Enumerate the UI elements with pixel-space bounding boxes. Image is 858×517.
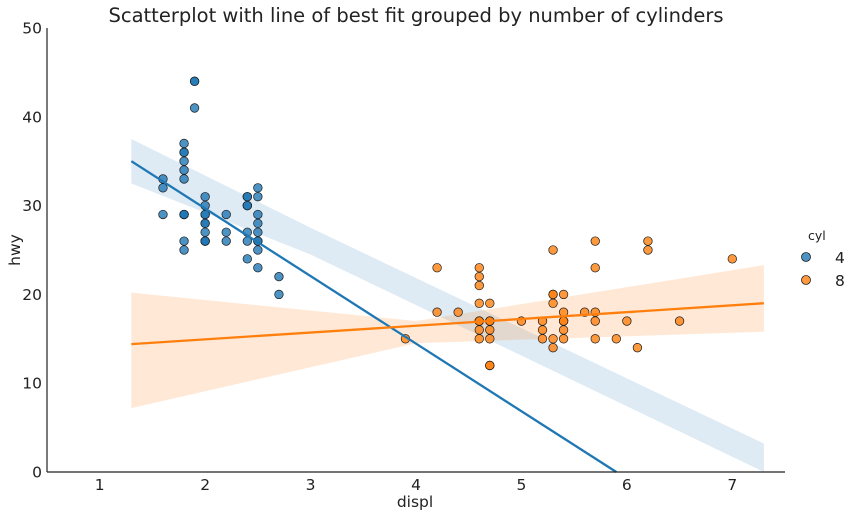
data-point-cyl-4	[242, 200, 252, 211]
data-point-cyl-4	[200, 192, 210, 202]
data-point-cyl-4	[179, 174, 189, 184]
y-tick-label: 20	[22, 286, 42, 304]
data-point-cyl-8	[537, 334, 548, 344]
data-point-cyl-4	[242, 254, 252, 264]
chart-title: Scatterplot with line of best fit groupe…	[108, 4, 723, 27]
data-point-cyl-8	[727, 254, 737, 264]
data-point-cyl-4	[253, 192, 263, 202]
data-point-cyl-8	[474, 263, 484, 273]
data-point-cyl-4	[221, 236, 231, 246]
confidence-band-cyl-4	[131, 139, 764, 472]
y-axis-label: hwy	[6, 234, 24, 266]
data-point-cyl-8	[485, 334, 495, 344]
data-point-cyl-8	[548, 343, 558, 353]
y-tick-label: 10	[22, 375, 42, 393]
legend-title: cyl	[808, 228, 826, 243]
data-point-cyl-8	[474, 271, 484, 282]
fit-line-cyl-4	[130, 160, 617, 473]
data-point-cyl-8	[590, 334, 600, 344]
data-point-cyl-4	[158, 183, 168, 193]
y-tick-label: 40	[22, 108, 42, 126]
x-tick-label: 1	[95, 476, 105, 494]
data-point-cyl-8	[558, 325, 569, 335]
data-point-cyl-8	[548, 289, 558, 300]
data-point-cyl-4	[221, 209, 231, 220]
y-tick-labels: 0 10 20 30 40 50	[22, 20, 42, 482]
fit-line-cyl-8	[131, 302, 764, 346]
data-point-cyl-4	[274, 271, 284, 282]
data-point-cyl-4	[200, 227, 210, 237]
y-tick-label: 50	[22, 20, 42, 38]
data-point-cyl-8	[474, 325, 484, 335]
data-point-cyl-8	[432, 263, 442, 273]
x-tick-label: 5	[516, 476, 526, 494]
data-point-cyl-8	[643, 236, 653, 246]
data-point-cyl-8	[474, 280, 484, 291]
data-point-cyl-4	[200, 218, 210, 229]
data-point-cyl-8	[622, 316, 632, 326]
data-point-cyl-4	[189, 76, 200, 86]
data-point-cyl-8	[474, 334, 484, 344]
data-point-cyl-8	[485, 360, 495, 371]
data-point-cyl-8	[474, 298, 484, 308]
data-point-cyl-4	[179, 165, 189, 175]
legend-marker-cyl-4	[801, 252, 811, 262]
data-point-cyl-8	[632, 343, 643, 353]
data-point-cyl-4	[179, 236, 189, 246]
data-point-cyl-4	[253, 245, 263, 255]
data-point-cyl-4	[189, 103, 200, 113]
data-point-cyl-8	[558, 316, 569, 326]
data-point-cyl-4	[253, 218, 263, 229]
legend-label-cyl-8: 8	[835, 272, 845, 290]
data-point-cyl-4	[253, 263, 263, 273]
data-point-cyl-4	[242, 192, 252, 202]
data-point-cyl-8	[590, 236, 600, 246]
x-tick-label: 6	[622, 476, 632, 494]
data-point-cyl-4	[200, 236, 210, 246]
data-point-cyl-4	[179, 245, 189, 255]
legend: cyl 4 8	[801, 228, 845, 290]
data-point-cyl-4	[274, 289, 284, 300]
data-point-cyl-8	[558, 289, 569, 300]
data-point-cyl-8	[485, 325, 495, 335]
data-point-cyl-4	[253, 209, 263, 220]
legend-marker-cyl-8	[801, 275, 811, 285]
data-point-cyl-8	[590, 316, 600, 326]
data-point-cyl-4	[253, 183, 263, 193]
data-point-cyl-4	[253, 227, 263, 237]
data-point-cyl-8	[590, 263, 600, 273]
data-point-cyl-8	[432, 307, 442, 317]
y-tick-label: 0	[32, 464, 42, 482]
confidence-band-cyl-8	[131, 265, 764, 409]
data-point-cyl-8	[674, 316, 685, 326]
x-axis-label: displ	[397, 493, 433, 511]
data-point-cyl-8	[548, 298, 558, 308]
x-tick-label: 3	[306, 476, 316, 494]
x-tick-label: 7	[727, 476, 737, 494]
data-point-cyl-8	[548, 245, 558, 255]
data-point-cyl-4	[221, 227, 231, 237]
confidence-bands	[131, 139, 764, 472]
data-point-cyl-4	[179, 156, 189, 166]
legend-label-cyl-4: 4	[835, 249, 845, 267]
data-point-cyl-8	[453, 307, 463, 317]
data-point-cyl-4	[179, 138, 189, 149]
y-tick-label: 30	[22, 197, 42, 215]
x-tick-labels: 1 2 3 4 5 6 7	[95, 476, 737, 494]
data-point-cyl-8	[643, 245, 653, 255]
data-point-cyl-4	[179, 147, 189, 157]
data-point-cyl-8	[548, 334, 558, 344]
data-point-cyl-8	[558, 334, 569, 344]
fit-lines	[130, 160, 764, 473]
x-tick-label: 2	[200, 476, 210, 494]
data-point-cyl-4	[158, 209, 168, 220]
data-point-cyl-4	[179, 209, 189, 220]
data-point-cyl-8	[611, 334, 621, 344]
data-point-cyl-8	[485, 298, 495, 308]
data-point-cyl-8	[537, 325, 548, 335]
x-tick-label: 4	[411, 476, 421, 494]
